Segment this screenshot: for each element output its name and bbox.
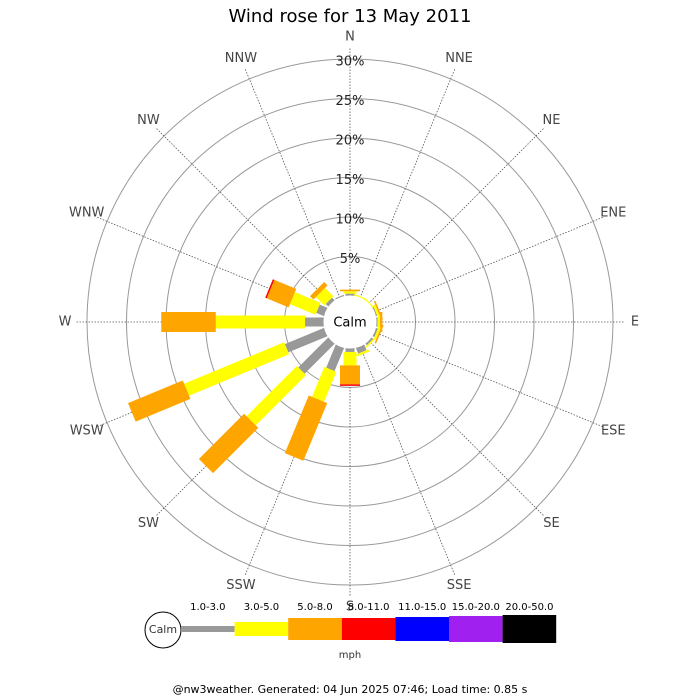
wind-bar bbox=[335, 294, 345, 300]
direction-label: ENE bbox=[600, 205, 626, 220]
legend-label: 15.0-20.0 bbox=[452, 602, 500, 613]
wind-bar bbox=[266, 279, 297, 308]
wind-bar bbox=[343, 291, 357, 294]
wind-bar bbox=[355, 344, 367, 354]
wind-bar bbox=[374, 324, 384, 344]
wind-bar bbox=[184, 342, 290, 396]
calm-label: Calm bbox=[333, 316, 366, 331]
unit-label: mph bbox=[339, 650, 361, 661]
wind-bar bbox=[310, 282, 328, 300]
legend-swatch bbox=[181, 626, 235, 632]
direction-label: WNW bbox=[69, 205, 105, 220]
wind-bar bbox=[316, 304, 328, 317]
wind-bar bbox=[246, 365, 307, 426]
wind-bar bbox=[363, 297, 375, 309]
r-tick-label: 10% bbox=[336, 213, 365, 228]
legend-calm-label: Calm bbox=[149, 623, 177, 636]
legend-swatch bbox=[502, 615, 557, 643]
wind-bar bbox=[284, 327, 328, 353]
legend-label: 1.0-3.0 bbox=[190, 602, 225, 613]
direction-label: SSW bbox=[226, 578, 256, 593]
direction-label: SW bbox=[138, 516, 159, 531]
wind-bar bbox=[345, 348, 355, 352]
direction-label: S bbox=[346, 600, 354, 615]
r-tick-label: 15% bbox=[336, 173, 365, 188]
wind-bar bbox=[343, 351, 357, 366]
wind-bar bbox=[377, 315, 380, 329]
footer: @nw3weather. Generated: 04 Jun 2025 07:4… bbox=[173, 683, 528, 696]
wind-bar bbox=[356, 349, 370, 357]
wind-bar bbox=[289, 292, 321, 315]
legend-swatch bbox=[395, 617, 449, 641]
grid-ring bbox=[126, 98, 574, 546]
wind-bar bbox=[340, 365, 360, 385]
r-tick-label: 5% bbox=[340, 252, 361, 267]
legend-label: 11.0-15.0 bbox=[398, 602, 446, 613]
chart-title: Wind rose for 13 May 2011 bbox=[229, 6, 472, 27]
legend-swatch bbox=[341, 618, 396, 640]
wind-bar bbox=[265, 279, 275, 299]
wind-bar bbox=[128, 380, 191, 422]
wind-bar bbox=[365, 337, 376, 348]
spoke bbox=[368, 127, 545, 304]
wind-bar bbox=[372, 307, 378, 317]
direction-label: W bbox=[59, 315, 72, 330]
r-tick-label: 25% bbox=[336, 94, 365, 109]
legend-label: 20.0-50.0 bbox=[505, 602, 553, 613]
spoke bbox=[244, 67, 341, 299]
wind-bar bbox=[161, 312, 216, 332]
calm-circle bbox=[323, 295, 377, 349]
wind-bar bbox=[340, 384, 360, 386]
wind-bar bbox=[315, 287, 334, 306]
wind-bar bbox=[373, 326, 381, 340]
legend-label: 3.0-5.0 bbox=[244, 602, 279, 613]
wind-bar bbox=[305, 317, 324, 327]
spoke bbox=[373, 331, 605, 428]
spoke bbox=[244, 345, 341, 577]
wind-bar bbox=[215, 315, 306, 329]
spoke bbox=[359, 345, 456, 577]
spoke bbox=[359, 67, 456, 299]
wind-bar bbox=[325, 297, 335, 307]
direction-label: N bbox=[345, 30, 355, 45]
wind-bar bbox=[345, 293, 355, 296]
spoke bbox=[373, 216, 605, 313]
r-tick-label: 30% bbox=[336, 55, 365, 70]
wind-bar bbox=[365, 337, 374, 346]
direction-label: NNW bbox=[225, 51, 257, 66]
wind-bar bbox=[372, 327, 378, 338]
spoke bbox=[95, 216, 327, 313]
wind-bar bbox=[353, 294, 367, 301]
wind-bar bbox=[326, 344, 345, 372]
spoke bbox=[368, 340, 545, 517]
direction-label: E bbox=[631, 315, 639, 330]
wind-bar bbox=[372, 304, 381, 318]
r-tick-label: 20% bbox=[336, 134, 365, 149]
direction-label: SE bbox=[543, 516, 559, 531]
direction-label: NE bbox=[543, 113, 561, 128]
direction-label: SSE bbox=[447, 578, 472, 593]
direction-label: WSW bbox=[70, 424, 104, 439]
wind-bar bbox=[284, 395, 328, 461]
wind-bar bbox=[340, 289, 360, 292]
legend-label: 5.0-8.0 bbox=[297, 602, 332, 613]
direction-label: NNE bbox=[445, 51, 473, 66]
direction-label: ESE bbox=[601, 424, 626, 439]
legend-swatch bbox=[234, 622, 289, 636]
wind-bar bbox=[311, 366, 337, 402]
wind-bar bbox=[298, 337, 335, 374]
wind-bar bbox=[198, 413, 259, 474]
direction-label: NW bbox=[137, 113, 160, 128]
legend-swatch bbox=[288, 618, 342, 640]
spoke bbox=[155, 127, 332, 304]
legend-swatch bbox=[449, 616, 503, 642]
legend-label: 8.0-11.0 bbox=[348, 602, 390, 613]
